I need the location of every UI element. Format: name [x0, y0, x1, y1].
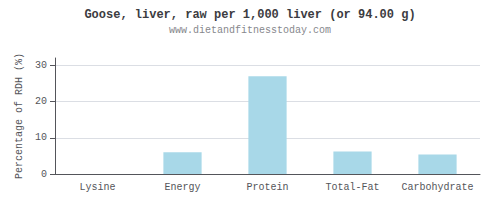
svg-text:10: 10	[35, 132, 47, 143]
svg-text:Energy: Energy	[164, 182, 200, 193]
svg-text:Percentage of RDH (%): Percentage of RDH (%)	[14, 53, 25, 179]
svg-text:www.dietandfitnesstoday.com: www.dietandfitnesstoday.com	[169, 25, 331, 36]
svg-text:Goose, liver, raw per 1,000 li: Goose, liver, raw per 1,000 liver (or 94…	[84, 8, 415, 22]
svg-text:Lysine: Lysine	[79, 182, 115, 193]
svg-text:Total-Fat: Total-Fat	[325, 182, 379, 193]
svg-text:30: 30	[35, 60, 47, 71]
svg-text:0: 0	[41, 169, 47, 180]
svg-text:Carbohydrate: Carbohydrate	[401, 182, 473, 193]
svg-text:20: 20	[35, 96, 47, 107]
svg-text:Protein: Protein	[246, 182, 288, 193]
